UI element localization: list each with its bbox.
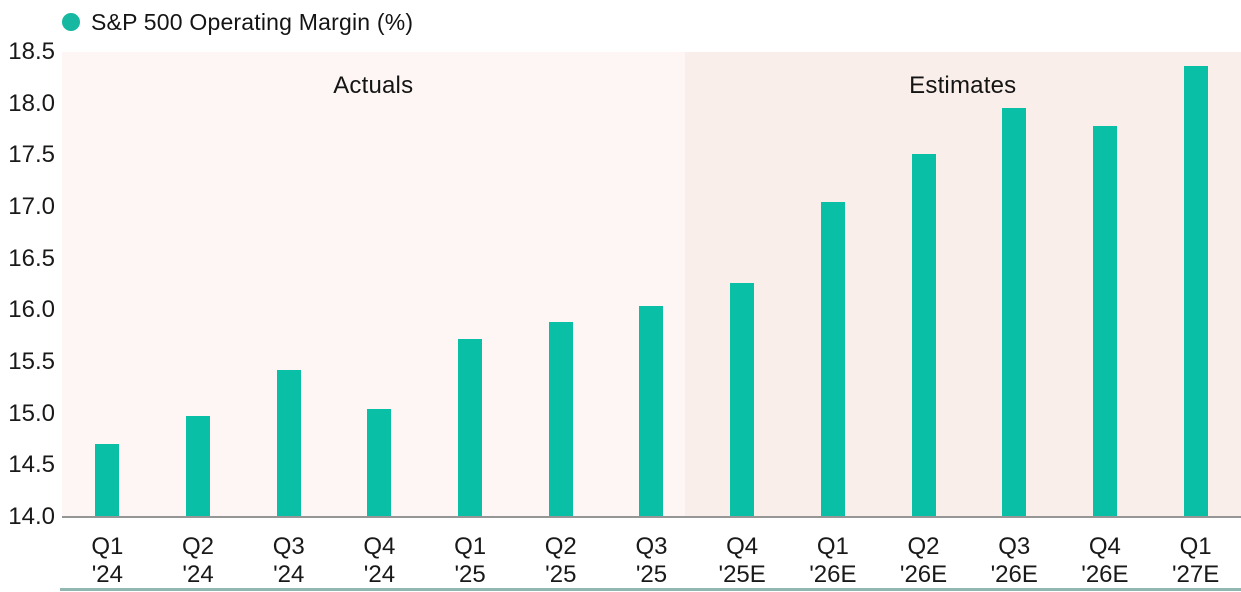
bar-q4-25E bbox=[730, 283, 755, 516]
x-tick-label: Q4'24 bbox=[334, 533, 425, 589]
x-tick-label: Q1'24 bbox=[62, 533, 153, 589]
bar-columns bbox=[62, 52, 1241, 516]
x-tick-label: Q1'25 bbox=[425, 533, 516, 589]
x-tick-quarter: Q1 bbox=[454, 533, 487, 560]
x-tick-quarter: Q3 bbox=[635, 533, 668, 560]
x-tick-year: '24 bbox=[182, 561, 214, 588]
x-tick-year: '26E bbox=[809, 561, 857, 588]
x-tick-label: Q2'25 bbox=[515, 533, 606, 589]
x-tick-year: '26E bbox=[1081, 561, 1129, 588]
y-tick-label: 16.0 bbox=[8, 296, 55, 324]
x-tick-year: '25 bbox=[635, 561, 668, 588]
bar-column bbox=[515, 52, 606, 516]
bar-q2-24 bbox=[186, 415, 211, 516]
x-tick-year: '25 bbox=[454, 561, 486, 588]
y-tick-label: 17.0 bbox=[8, 193, 55, 220]
bar-column bbox=[1150, 52, 1241, 516]
bar-q3-25 bbox=[639, 305, 664, 516]
x-tick-label: Q4'25E bbox=[697, 533, 788, 589]
x-tick-label: Q1'27E bbox=[1150, 533, 1241, 589]
bar-q3-26E bbox=[1002, 108, 1027, 516]
bar-column bbox=[878, 52, 969, 516]
bar-column bbox=[697, 52, 788, 516]
bottom-edge-strip bbox=[60, 588, 1241, 591]
bar-q4-24 bbox=[367, 409, 392, 516]
bar-q1-26E bbox=[820, 202, 845, 516]
x-tick-label: Q3'24 bbox=[243, 533, 334, 589]
x-tick-quarter: Q4 bbox=[363, 533, 396, 560]
x-tick-label: Q4'26E bbox=[1060, 533, 1151, 589]
bar-column bbox=[1060, 52, 1151, 516]
x-tick-year: '25 bbox=[545, 561, 577, 588]
legend: S&P 500 Operating Margin (%) bbox=[62, 6, 413, 38]
y-tick-label: 18.0 bbox=[8, 89, 55, 117]
bar-column bbox=[425, 52, 516, 516]
bar-column bbox=[153, 52, 244, 516]
x-tick-quarter: Q3 bbox=[998, 533, 1031, 560]
x-tick-year: '24 bbox=[363, 561, 396, 588]
bar-column bbox=[62, 52, 153, 516]
x-tick-label: Q2'24 bbox=[153, 533, 244, 589]
x-tick-label: Q1'26E bbox=[788, 533, 879, 589]
bar-q2-25 bbox=[548, 322, 573, 516]
x-tick-quarter: Q4 bbox=[726, 533, 759, 560]
x-tick-quarter: Q1 bbox=[816, 533, 849, 560]
x-tick-year: '25E bbox=[718, 561, 766, 588]
x-tick-quarter: Q3 bbox=[272, 533, 305, 560]
y-tick-label: 17.5 bbox=[8, 141, 55, 169]
x-tick-quarter: Q4 bbox=[1088, 533, 1121, 560]
legend-dot-icon bbox=[62, 13, 80, 31]
section-label-estimates: Estimates bbox=[909, 72, 1017, 99]
bar-q4-26E bbox=[1092, 125, 1117, 516]
bar-q3-24 bbox=[276, 370, 301, 516]
y-tick-label: 16.5 bbox=[8, 244, 55, 272]
x-axis: Q1'24 Q2'24 Q3'24 Q4'24 Q1'25 Q2'25 Q3'25 Q4'25… bbox=[62, 533, 1241, 589]
y-axis: 18.5 18.0 17.5 17.0 16.5 16.0 15.5 15.0 14.5 14.0 bbox=[0, 0, 55, 592]
bar-column bbox=[243, 52, 334, 516]
bar-column bbox=[334, 52, 425, 516]
x-tick-year: '24 bbox=[91, 561, 123, 588]
bar-column bbox=[969, 52, 1060, 516]
x-tick-year: '26E bbox=[899, 561, 948, 588]
x-tick-year: '24 bbox=[273, 561, 305, 588]
x-tick-quarter: Q1 bbox=[1179, 533, 1212, 560]
y-tick-label: 14.5 bbox=[8, 451, 55, 479]
x-tick-quarter: Q2 bbox=[182, 533, 215, 560]
y-tick-label: 18.5 bbox=[8, 38, 55, 65]
x-tick-label: Q3'26E bbox=[969, 533, 1060, 589]
bar-q2-26E bbox=[911, 153, 936, 516]
x-tick-year: '26E bbox=[990, 561, 1038, 588]
bar-q1-24 bbox=[95, 443, 120, 516]
x-tick-quarter: Q2 bbox=[544, 533, 577, 560]
x-tick-quarter: Q1 bbox=[91, 533, 124, 560]
section-panel-estimates: Estimates bbox=[684, 52, 1241, 516]
x-tick-year: '27E bbox=[1171, 561, 1220, 588]
y-tick-label: 14.0 bbox=[8, 503, 55, 530]
plot-area: Actuals Estimates bbox=[62, 52, 1241, 518]
y-tick-label: 15.0 bbox=[8, 399, 55, 427]
x-tick-quarter: Q2 bbox=[907, 533, 940, 560]
bar-q1-27E bbox=[1183, 65, 1208, 516]
x-tick-label: Q3'25 bbox=[606, 533, 697, 589]
x-tick-label: Q2'26E bbox=[878, 533, 969, 589]
bar-column bbox=[788, 52, 879, 516]
bar-column bbox=[606, 52, 697, 516]
section-label-actuals: Actuals bbox=[333, 72, 414, 99]
legend-label: S&P 500 Operating Margin (%) bbox=[91, 8, 414, 35]
y-tick-label: 15.5 bbox=[8, 348, 55, 375]
bar-q1-25 bbox=[458, 338, 483, 516]
